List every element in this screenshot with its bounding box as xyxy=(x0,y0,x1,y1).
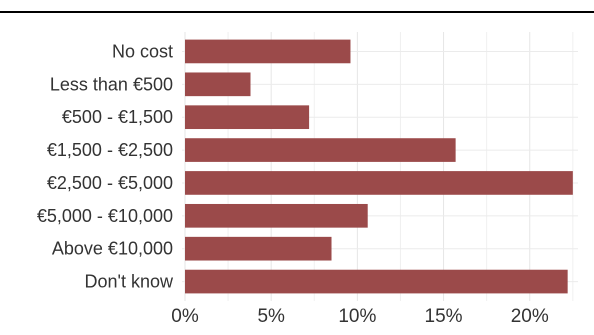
category-label: €500 - €1,500 xyxy=(62,107,173,127)
bar xyxy=(185,138,456,162)
bars xyxy=(185,39,573,294)
bar xyxy=(185,72,251,97)
bar xyxy=(185,39,351,64)
major-grid xyxy=(182,32,578,301)
bar xyxy=(185,236,332,261)
x-tick-label: 15% xyxy=(425,306,463,327)
x-tick-labels: 0% 5% 10% 15% 20% xyxy=(171,306,549,327)
x-tick-label: 5% xyxy=(257,306,285,327)
category-label: Don't know xyxy=(85,272,174,292)
category-label: €2,500 - €5,000 xyxy=(47,173,173,193)
category-label: No cost xyxy=(112,41,173,61)
x-tick-label: 20% xyxy=(511,306,549,327)
category-labels: No cost Less than €500 €500 - €1,500 €1,500… xyxy=(37,41,174,291)
x-tick-label: 0% xyxy=(171,306,199,327)
category-label: €1,500 - €2,500 xyxy=(47,140,173,160)
bar xyxy=(185,171,573,195)
category-label: Above €10,000 xyxy=(52,239,173,259)
category-label: €5,000 - €10,000 xyxy=(37,206,173,226)
top-rule xyxy=(0,11,594,13)
bar xyxy=(185,203,368,228)
minor-grid xyxy=(227,32,574,301)
bar xyxy=(185,105,310,130)
x-tick-label: 10% xyxy=(338,306,376,327)
bar xyxy=(185,269,568,294)
category-label: Less than €500 xyxy=(50,74,173,94)
